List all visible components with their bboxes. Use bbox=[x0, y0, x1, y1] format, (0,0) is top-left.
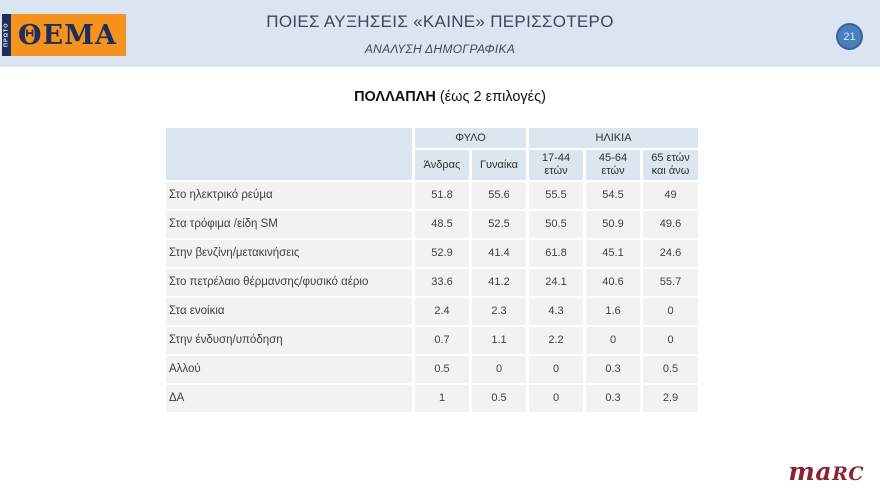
header-text: ΠΟΙΕΣ ΑΥΞΗΣΕΙΣ «ΚΑΙΝΕ» ΠΕΡΙΣΣΟΤΕΡΟ ΑΝΑΛΥ… bbox=[0, 0, 880, 56]
cell-value: 0 bbox=[643, 298, 698, 325]
row-label: Στα τρόφιμα /είδη SM bbox=[166, 211, 412, 238]
cell-value: 51.8 bbox=[415, 182, 469, 209]
cell-value: 52.9 bbox=[415, 240, 469, 267]
cell-value: 2.4 bbox=[415, 298, 469, 325]
cell-value: 50.9 bbox=[586, 211, 640, 238]
cell-value: 33.6 bbox=[415, 269, 469, 296]
cell-value: 41.2 bbox=[472, 269, 526, 296]
cell-value: 0.5 bbox=[415, 356, 469, 383]
row-label: Στο πετρέλαιο θέρμανσης/φυσικό αέριο bbox=[166, 269, 412, 296]
table-corner-cell bbox=[166, 128, 412, 180]
cell-value: 50.5 bbox=[529, 211, 583, 238]
cell-value: 0.5 bbox=[472, 385, 526, 412]
row-label: Στην βενζίνη/μετακινήσεις bbox=[166, 240, 412, 267]
row-label: ΔΑ bbox=[166, 385, 412, 412]
cell-value: 0.5 bbox=[643, 356, 698, 383]
page-number-badge: 21 bbox=[836, 23, 863, 50]
cell-value: 55.7 bbox=[643, 269, 698, 296]
header-band: ΠΡΩΤΟ ΘΕΜΑ ΠΟΙΕΣ ΑΥΞΗΣΕΙΣ «ΚΑΙΝΕ» ΠΕΡΙΣΣ… bbox=[0, 0, 880, 67]
cell-value: 0 bbox=[586, 327, 640, 354]
cell-value: 0.3 bbox=[586, 356, 640, 383]
logo-main-text: ΘΕΜΑ bbox=[11, 14, 126, 56]
row-label: Αλλού bbox=[166, 356, 412, 383]
slide-subtitle: ΑΝΑΛΥΣΗ ΔΗΜΟΓΡΑΦΙΚΑ bbox=[364, 42, 516, 56]
cell-value: 24.1 bbox=[529, 269, 583, 296]
marc-logo-uppercase: RC bbox=[832, 463, 864, 485]
cell-value: 48.5 bbox=[415, 211, 469, 238]
row-label: Στην ένδυση/υπόδηση bbox=[166, 327, 412, 354]
cell-value: 55.5 bbox=[529, 182, 583, 209]
cell-value: 45.1 bbox=[586, 240, 640, 267]
cell-value: 40.6 bbox=[586, 269, 640, 296]
cell-value: 0 bbox=[529, 385, 583, 412]
cell-value: 1 bbox=[415, 385, 469, 412]
cell-value: 0.7 bbox=[415, 327, 469, 354]
proto-thema-logo: ΠΡΩΤΟ ΘΕΜΑ bbox=[2, 14, 126, 56]
column-header-age-17-44: 17-44 ετών bbox=[529, 150, 583, 180]
table-title-rest: (έως 2 επιλογές) bbox=[435, 89, 546, 105]
cell-value: 4.3 bbox=[529, 298, 583, 325]
marc-logo: maRC bbox=[788, 459, 864, 484]
cell-value: 52.5 bbox=[472, 211, 526, 238]
cell-value: 0 bbox=[472, 356, 526, 383]
cell-value: 41.4 bbox=[472, 240, 526, 267]
column-header-age-65plus: 65 ετών και άνω bbox=[643, 150, 698, 180]
table-title-bold: ΠΟΛΛΑΠΛΗ bbox=[354, 89, 436, 105]
slide-title: ΠΟΙΕΣ ΑΥΞΗΣΕΙΣ «ΚΑΙΝΕ» ΠΕΡΙΣΣΟΤΕΡΟ bbox=[266, 12, 614, 31]
cell-value: 61.8 bbox=[529, 240, 583, 267]
cell-value: 54.5 bbox=[586, 182, 640, 209]
column-header-male: Άνδρας bbox=[415, 150, 469, 180]
row-label: Στα ενοίκια bbox=[166, 298, 412, 325]
cell-value: 2.9 bbox=[643, 385, 698, 412]
column-header-female: Γυναίκα bbox=[472, 150, 526, 180]
row-label: Στο ηλεκτρικό ρεύμα bbox=[166, 182, 412, 209]
cell-value: 49 bbox=[643, 182, 698, 209]
cell-value: 1.1 bbox=[472, 327, 526, 354]
results-table: ΦΥΛΟ ΗΛΙΚΙΑ Άνδρας Γυναίκα 17-44 ετών 45… bbox=[166, 128, 698, 412]
table-title: ΠΟΛΛΑΠΛΗ (έως 2 επιλογές) bbox=[0, 89, 880, 105]
cell-value: 0 bbox=[529, 356, 583, 383]
cell-value: 2.3 bbox=[472, 298, 526, 325]
cell-value: 0.3 bbox=[586, 385, 640, 412]
marc-logo-lowercase: ma bbox=[788, 457, 833, 486]
cell-value: 1.6 bbox=[586, 298, 640, 325]
cell-value: 55.6 bbox=[472, 182, 526, 209]
cell-value: 0 bbox=[643, 327, 698, 354]
cell-value: 49.6 bbox=[643, 211, 698, 238]
cell-value: 24.6 bbox=[643, 240, 698, 267]
cell-value: 2.2 bbox=[529, 327, 583, 354]
column-header-age-45-64: 45-64 ετών bbox=[586, 150, 640, 180]
group-header-age: ΗΛΙΚΙΑ bbox=[529, 128, 698, 148]
group-header-gender: ΦΥΛΟ bbox=[415, 128, 526, 148]
